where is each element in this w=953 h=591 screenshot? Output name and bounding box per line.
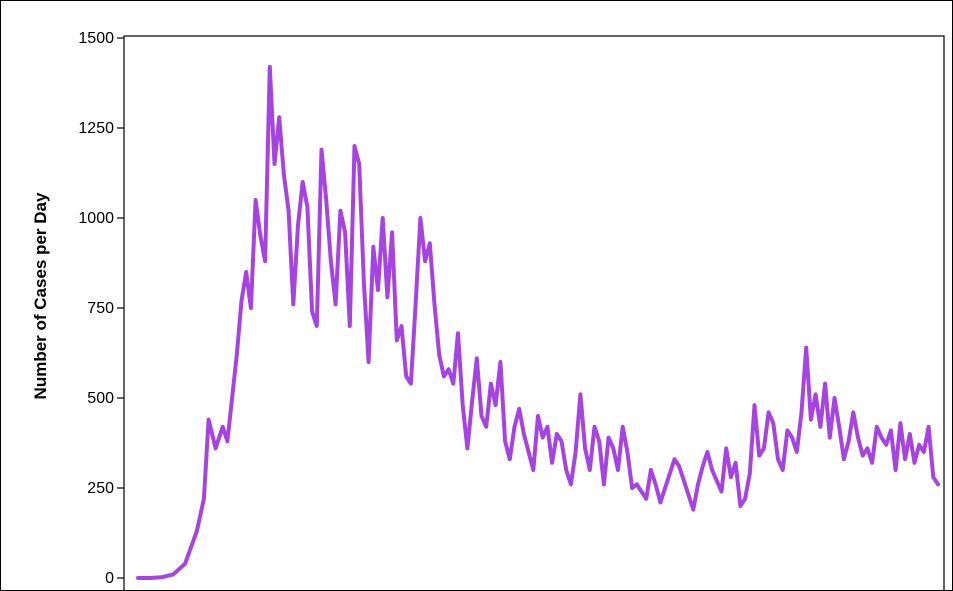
y-tick-label: 1000 — [78, 210, 114, 227]
series-layer — [136, 64, 940, 580]
y-axis-label: Number of Cases per Day — [31, 192, 50, 399]
y-tick-label: 1250 — [78, 120, 114, 137]
y-tick-label: 1500 — [78, 30, 114, 47]
y-tick-label: 750 — [87, 300, 114, 317]
y-tick-label: 0 — [105, 570, 114, 587]
y-axis: 0 250 500 750 1000 1250 1500 — [78, 30, 124, 587]
y-tick-label: 500 — [87, 390, 114, 407]
plot-area — [123, 35, 945, 591]
series-line-0 — [136, 64, 940, 580]
y-tick-label: 250 — [87, 480, 114, 497]
